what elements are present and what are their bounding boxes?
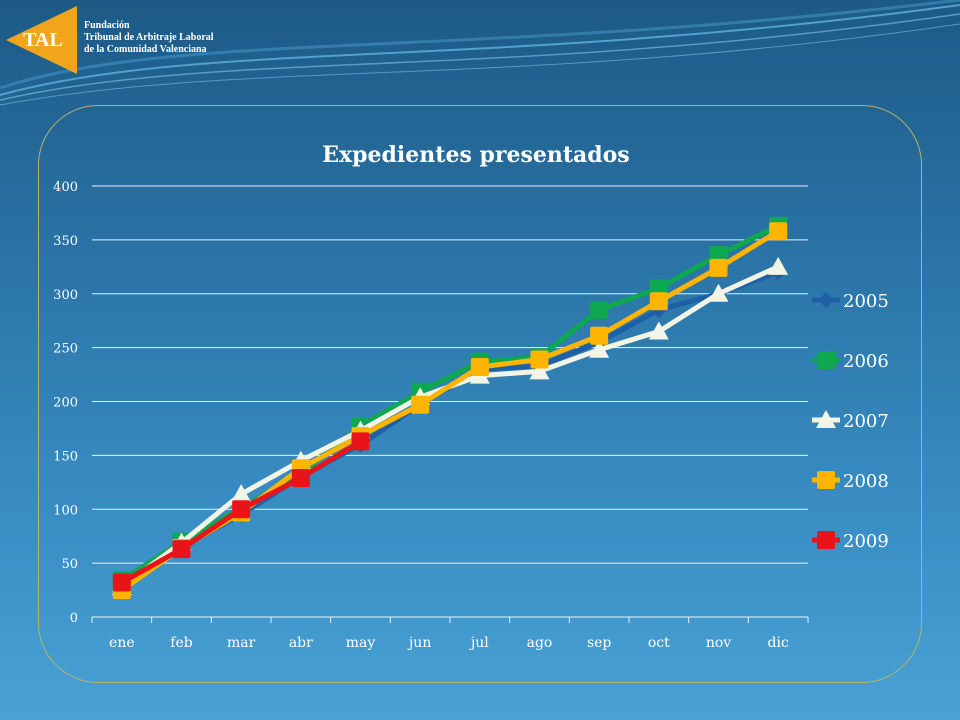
y-tick-label: 350 [53,234,78,249]
y-axis-ticks: 0 50 100 150 200 250 300 350 400 [53,180,78,626]
x-tick-label: abr [289,635,313,651]
x-tick-label: oct [648,635,670,651]
series-lines [111,216,789,600]
data-point [291,469,310,488]
legend-marker [817,351,835,369]
data-point [470,358,489,377]
logo-text: TAL [23,29,63,51]
data-point [590,326,609,345]
x-tick-label: jul [469,635,489,651]
data-point [768,256,789,275]
org-line-2: Tribunal de Arbitraje Laboral [84,32,214,43]
series-2009 [112,432,370,592]
org-line-3: de la Comunidad Valenciana [84,44,207,55]
x-tick-label: jun [407,635,431,651]
organization-name: Fundación Tribunal de Arbitraje Laboral … [84,20,214,56]
series-line-2008 [120,229,780,593]
x-tick-label: ene [109,635,135,651]
data-point [231,484,252,503]
data-point [649,292,668,311]
series-2006 [112,216,788,590]
y-tick-label: 400 [53,180,78,195]
legend-item-2005: 2005 [812,291,889,312]
y-tick-label: 200 [53,396,78,411]
data-point [708,283,729,302]
legend-marker [818,292,834,308]
legend-item-2006: 2006 [812,351,889,372]
y-tick-label: 300 [53,288,78,303]
x-tick-label: may [346,635,376,651]
legend-label: 2005 [843,291,889,312]
header-banner: TAL [0,0,960,106]
x-tick-label: mar [227,635,256,651]
legend-label: 2006 [843,351,889,372]
legend-marker [817,531,835,549]
x-tick-label: dic [768,635,789,651]
legend-item-2009: 2009 [812,531,889,552]
y-tick-label: 0 [70,611,78,626]
y-tick-label: 150 [53,449,78,464]
x-axis-ticks: ene feb mar abr may jun jul ago sep oct nov dic [109,635,789,651]
tal-logo: TAL [6,6,77,74]
legend-item-2007: 2007 [812,410,889,432]
data-point [769,222,788,241]
data-point [411,395,430,414]
data-point [648,321,669,340]
series-line-2007 [120,264,780,589]
y-tick-label: 100 [53,503,78,518]
data-point [589,339,610,358]
data-point [112,573,131,592]
legend-label: 2007 [843,411,889,432]
legend-marker [816,410,836,428]
gridlines [91,185,809,623]
x-tick-label: nov [706,635,731,651]
header-swoosh [0,0,960,106]
legend-marker [817,471,835,489]
data-point [529,361,550,380]
data-point [590,300,609,319]
legend: 2005 2006 2007 2008 2009 [812,291,889,552]
x-tick-label: sep [587,635,611,651]
y-tick-label: 250 [53,342,78,357]
y-tick-label: 50 [61,557,78,572]
legend-item-2008: 2008 [812,471,889,492]
x-tick-label: ago [527,635,553,651]
x-tick-label: feb [170,635,192,651]
legend-label: 2009 [843,531,889,552]
data-point [709,258,728,277]
series-2008 [112,222,788,600]
data-point [172,540,191,559]
data-point [232,500,251,519]
data-point [351,432,370,451]
data-point [530,350,549,369]
org-line-1: Fundación [84,20,130,31]
chart-title: Expedientes presentados [322,142,629,168]
legend-label: 2008 [843,471,889,492]
chart-panel [38,105,922,683]
series-2007 [111,256,789,595]
